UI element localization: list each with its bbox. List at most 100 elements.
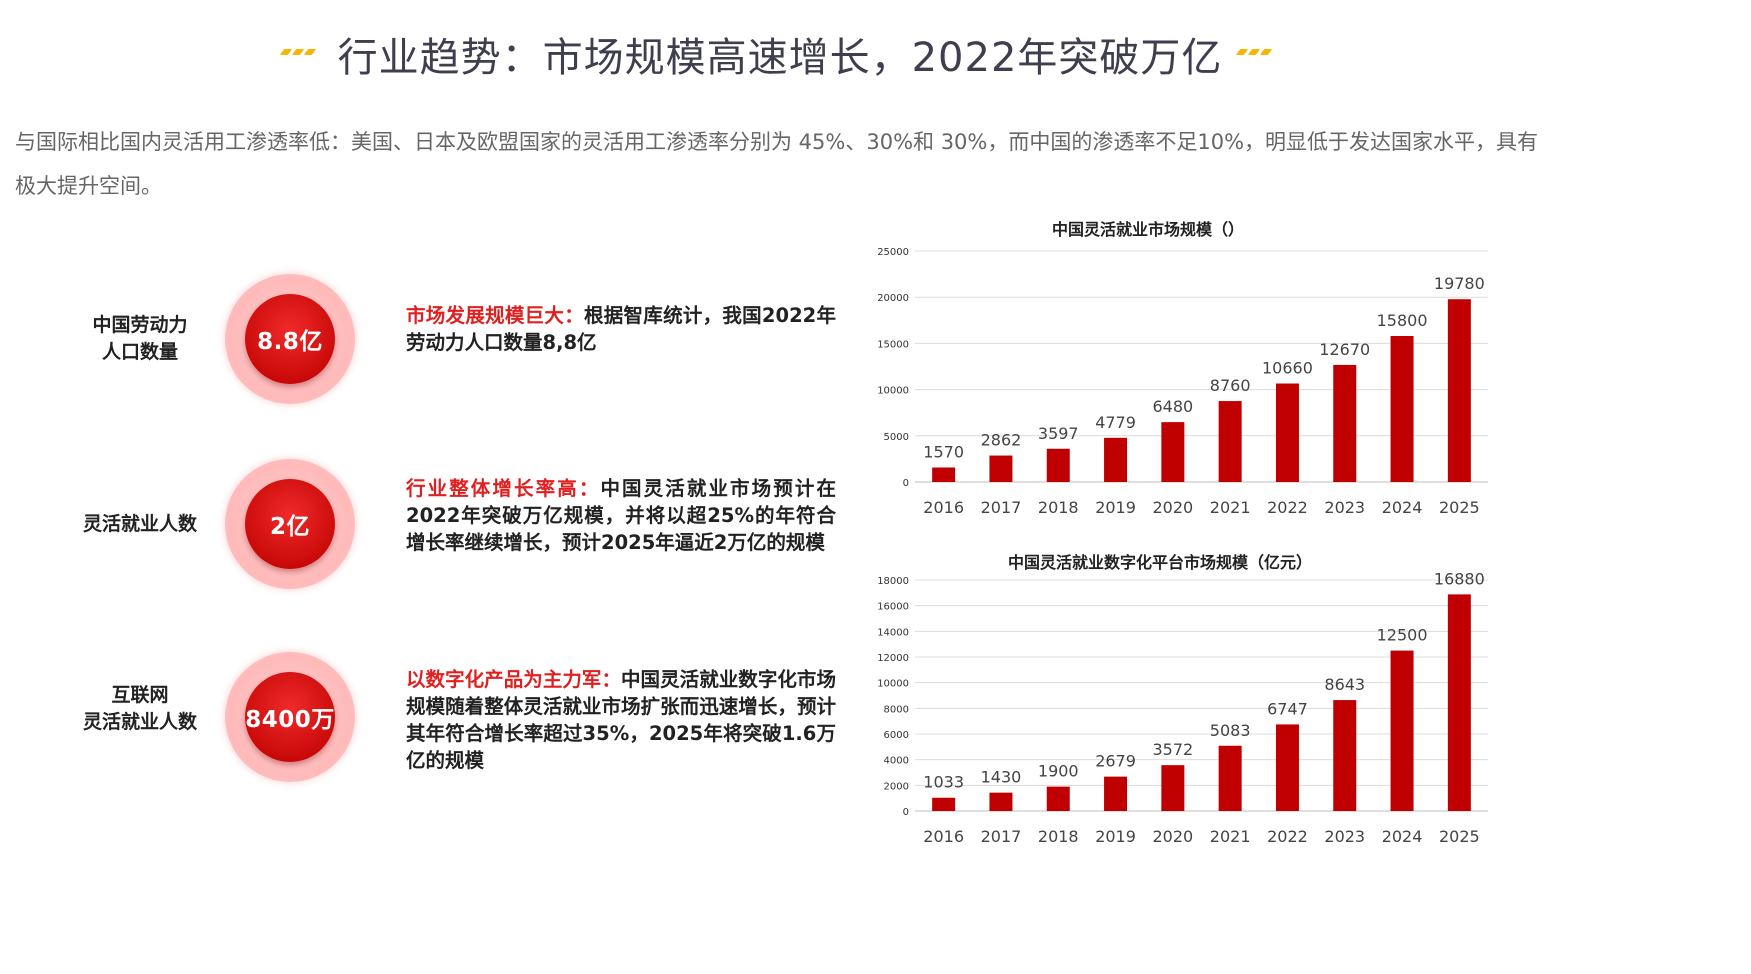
x-tick-label: 2018 [1038,498,1079,517]
stat-value: 8400万 [245,672,335,762]
y-tick-label: 0 [903,807,909,818]
y-tick-label: 20000 [877,293,909,304]
bar [1104,437,1128,482]
title-deco-left-icon [279,46,324,62]
stat-body: 中国灵活就业市场预计在2022年突破万亿规模，并将以超25%的年符合增长率继续增… [406,477,836,554]
stat-label-line: 灵活就业人数 [82,513,197,535]
stat-row-flexible: 灵活就业人数 2亿 行业整体增长率高：中国灵活就业市场预计在2022年突破万亿规… [0,459,860,599]
bar [1275,383,1299,482]
data-label: 1033 [923,773,964,792]
y-tick-label: 10000 [877,679,909,690]
data-label: 10660 [1262,359,1313,378]
y-tick-label: 4000 [884,756,909,767]
data-label: 5083 [1210,721,1251,740]
y-tick-label: 16000 [877,602,909,613]
x-tick-label: 2019 [1095,498,1136,517]
y-tick-label: 25000 [877,247,909,258]
bar [1161,422,1185,482]
y-tick-label: 18000 [877,576,909,587]
stat-body: 中国灵活就业数字化市场规模随着整体灵活就业市场扩张而迅速增长，预计其年符合增长率… [406,668,836,772]
bar [1447,594,1471,811]
stat-bubble: 2亿 [225,459,355,589]
data-label: 2862 [981,431,1022,450]
stat-description: 以数字化产品为主力军：中国灵活就业数字化市场规模随着整体灵活就业市场扩张而迅速增… [406,666,836,774]
data-label: 12670 [1319,340,1370,359]
stat-description: 行业整体增长率高：中国灵活就业市场预计在2022年突破万亿规模，并将以超25%的… [406,475,836,556]
y-tick-label: 5000 [884,432,909,443]
title-deco-right-icon [1236,46,1280,62]
y-tick-label: 2000 [884,781,909,792]
data-label: 3597 [1038,424,1079,443]
data-label: 15800 [1377,311,1428,330]
stat-row-internet: 互联网 灵活就业人数 8400万 以数字化产品为主力军：中国灵活就业数字化市场规… [0,652,860,792]
stat-label: 互联网 灵活就业人数 [40,682,240,736]
page-header: 行业趋势：市场规模高速增长，2022年突破万亿 [0,22,1560,86]
bar [1104,776,1128,811]
data-label: 1900 [1038,762,1079,781]
bar [932,797,956,811]
stat-label-line: 互联网 [111,684,169,706]
data-label: 16880 [1434,569,1485,588]
stat-value: 2亿 [245,479,335,569]
x-tick-label: 2025 [1439,827,1480,846]
x-tick-label: 2022 [1267,827,1308,846]
bar [1046,448,1070,482]
x-tick-label: 2023 [1324,498,1365,517]
x-tick-label: 2022 [1267,498,1308,517]
stat-label: 灵活就业人数 [40,511,240,538]
bar [1447,299,1471,482]
stat-row-labor: 中国劳动力 人口数量 8.8亿 市场发展规模巨大：根据智库统计，我国2022年劳… [0,274,860,414]
x-tick-label: 2016 [923,498,964,517]
page-title: 行业趋势：市场规模高速增长，2022年突破万亿 [337,35,1223,81]
bar [1390,650,1414,811]
data-label: 12500 [1377,626,1428,645]
x-tick-label: 2025 [1439,498,1480,517]
bar [989,455,1013,482]
stat-label: 中国劳动力 人口数量 [40,312,240,366]
chart-title: 中国灵活就业市场规模（） [1052,220,1244,239]
x-tick-label: 2016 [923,827,964,846]
x-tick-label: 2021 [1210,827,1251,846]
bar [1218,745,1242,811]
bar [1275,724,1299,811]
y-tick-label: 0 [903,478,909,489]
x-tick-label: 2024 [1382,827,1423,846]
data-label: 8760 [1210,376,1251,395]
bar [1333,700,1357,811]
bar [1390,336,1414,482]
x-tick-label: 2021 [1210,498,1251,517]
stat-label-line: 灵活就业人数 [82,711,197,733]
data-label: 3572 [1152,740,1193,759]
y-tick-label: 15000 [877,339,909,350]
chart-title: 中国灵活就业数字化平台市场规模（亿元） [1008,553,1312,572]
data-label: 1430 [981,768,1022,787]
bar [1161,765,1185,811]
y-tick-label: 12000 [877,653,909,664]
data-label: 4779 [1095,413,1136,432]
x-tick-label: 2017 [981,498,1022,517]
data-label: 19780 [1434,274,1485,293]
stat-label-line: 中国劳动力 [92,314,188,336]
x-tick-label: 2024 [1382,498,1423,517]
x-tick-label: 2020 [1152,827,1193,846]
data-label: 1570 [923,442,964,461]
y-tick-label: 8000 [884,704,909,715]
data-label: 8643 [1324,675,1365,694]
data-label: 2679 [1095,752,1136,771]
data-label: 6747 [1267,699,1308,718]
stat-bubble: 8400万 [225,652,355,782]
stat-value: 8.8亿 [245,294,335,384]
x-tick-label: 2023 [1324,827,1365,846]
stat-label-line: 人口数量 [101,341,178,363]
bar [1218,401,1242,482]
bar [989,792,1013,811]
bar [932,467,956,482]
data-label: 6480 [1152,397,1193,416]
y-tick-label: 10000 [877,386,909,397]
x-tick-label: 2019 [1095,827,1136,846]
x-tick-label: 2017 [981,827,1022,846]
x-tick-label: 2018 [1038,827,1079,846]
stat-body: 根据智库统计，我国2022年劳动力人口数量8,8亿 [406,304,836,354]
y-tick-label: 6000 [884,730,909,741]
x-tick-label: 2020 [1152,498,1193,517]
